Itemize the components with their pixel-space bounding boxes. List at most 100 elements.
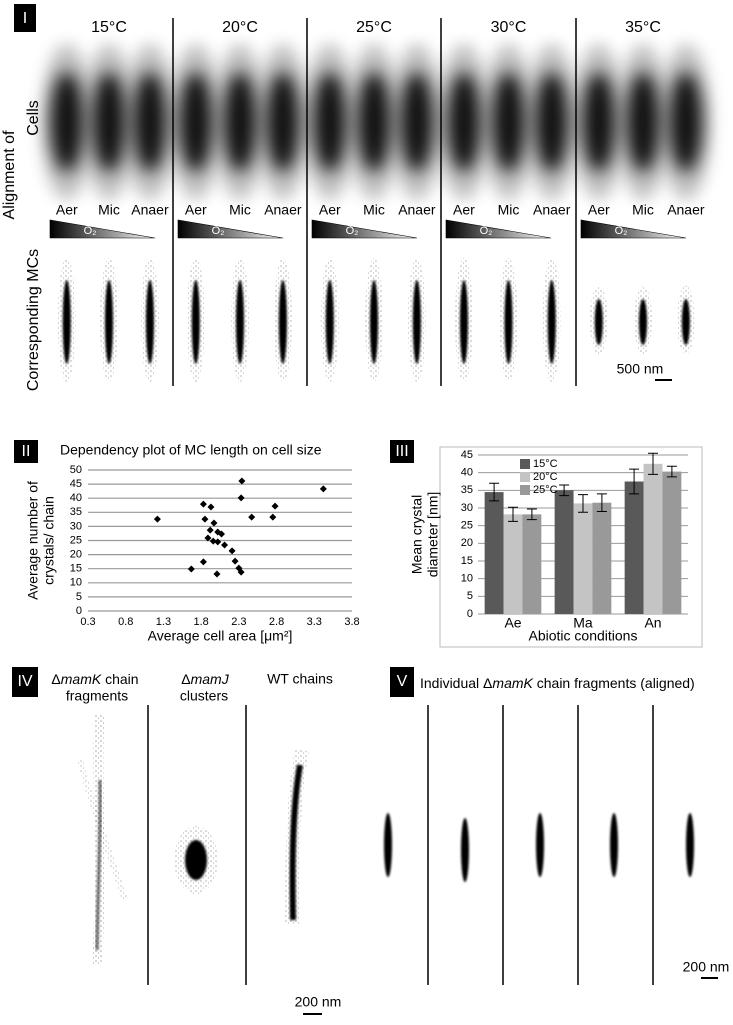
- data-point: [269, 513, 277, 521]
- panel-label: IV: [17, 673, 32, 690]
- x-tick-label: 3.3: [307, 616, 322, 628]
- panel-v-images: [384, 705, 694, 985]
- condition-label: Mic: [632, 202, 654, 218]
- error-bar: [559, 484, 570, 497]
- condition-label: Mic: [98, 202, 120, 218]
- bar: [554, 490, 574, 614]
- y-axis-label: Average number of: [25, 481, 41, 600]
- mc-image: [236, 280, 244, 364]
- oxygen-gradient: [311, 219, 418, 239]
- x-axis-label: Abiotic conditions: [529, 628, 638, 644]
- temperature-label: 15°C: [91, 19, 127, 36]
- cell-image: [133, 72, 166, 172]
- y-tick-label: 0: [76, 605, 82, 617]
- oxygen-gradient: [49, 219, 156, 239]
- legend-swatch: [520, 459, 530, 469]
- oxygen-gradient: [445, 219, 552, 239]
- scale-bar-label: 500 nm: [617, 361, 664, 377]
- scale-bar-label: 200 nm: [683, 959, 730, 975]
- data-point: [201, 515, 209, 523]
- y-tick-label: 35: [70, 506, 82, 518]
- data-point: [187, 565, 195, 573]
- mc-image: [62, 280, 71, 364]
- cell-image: [447, 72, 480, 172]
- data-point: [237, 494, 245, 502]
- y-tick-label: 20: [70, 549, 82, 561]
- y-tick-label: 20: [461, 537, 473, 549]
- cell-image: [669, 72, 702, 172]
- y-tick-label: 5: [467, 590, 473, 602]
- row-title: Alignment of: [1, 130, 18, 219]
- data-point: [271, 502, 279, 510]
- x-tick-label: 2.8: [269, 616, 284, 628]
- legend-swatch: [520, 472, 530, 482]
- temperature-label: 25°C: [356, 19, 392, 36]
- column-title: clusters: [180, 688, 228, 704]
- error-bar: [489, 482, 500, 502]
- x-tick-label: Ma: [573, 615, 593, 631]
- data-point: [221, 541, 229, 549]
- x-tick-label: An: [644, 615, 661, 631]
- x-tick-label: 0.3: [80, 616, 95, 628]
- mc-image: [278, 280, 287, 364]
- microscopy-image: [77, 714, 309, 966]
- condition-label: Aer: [453, 202, 475, 218]
- cell-image: [266, 72, 299, 172]
- error-bar: [508, 506, 518, 522]
- x-tick-label: 2.3: [231, 616, 246, 628]
- panel-label-box: [12, 667, 38, 697]
- mc-image: [547, 280, 556, 364]
- mc-image: [412, 280, 421, 364]
- column-title: WT chains: [267, 671, 333, 687]
- bar: [503, 514, 523, 614]
- data-point: [207, 503, 215, 511]
- condition-label: Aer: [588, 202, 610, 218]
- error-bar: [666, 465, 677, 478]
- condition-label: Anaer: [398, 202, 436, 218]
- panel-label: V: [397, 673, 408, 690]
- cell-image: [535, 72, 568, 172]
- data-point: [199, 500, 207, 508]
- y-tick-label: 15: [70, 563, 82, 575]
- data-point: [213, 570, 221, 578]
- y-tick-label: 25: [70, 534, 82, 546]
- y-axis-label: crystals/ chain: [41, 496, 57, 585]
- gradient-label: O₂: [480, 225, 493, 237]
- gradient-label: O₂: [84, 225, 97, 237]
- gradient-label: O₂: [615, 225, 628, 237]
- y-tick-label: 40: [70, 492, 82, 504]
- legend-label: 15°C: [533, 458, 558, 470]
- gradient-label: O₂: [346, 225, 359, 237]
- y-tick-label: 10: [70, 577, 82, 589]
- panel-label: I: [23, 10, 27, 27]
- condition-label: Aer: [319, 202, 341, 218]
- bar: [522, 514, 542, 614]
- cell-image: [582, 72, 615, 172]
- scale-bar-label: 200 nm: [295, 994, 342, 1010]
- cell-image: [93, 72, 125, 172]
- mc-image: [105, 280, 113, 364]
- x-tick-label: 1.3: [156, 616, 171, 628]
- condition-label: Anaer: [264, 202, 302, 218]
- data-point: [153, 515, 161, 523]
- x-tick-label: Ae: [504, 615, 521, 631]
- bar: [662, 471, 682, 614]
- chart-title: Dependency plot of MC length on cell siz…: [60, 442, 322, 458]
- mc-image: [370, 280, 378, 364]
- cell-image: [492, 72, 525, 172]
- y-tick-label: 30: [461, 502, 473, 514]
- cell-image: [400, 72, 433, 172]
- panel-title: Individual ΔmamK chain fragments (aligne…: [420, 675, 695, 691]
- data-point: [231, 557, 239, 565]
- y-tick-label: 40: [461, 467, 473, 479]
- data-point: [237, 568, 245, 576]
- condition-label: Aer: [56, 202, 78, 218]
- y-tick-label: 45: [70, 478, 82, 490]
- y-tick-label: 5: [76, 591, 82, 603]
- x-tick-label: 1.8: [193, 616, 208, 628]
- legend-swatch: [520, 485, 530, 495]
- cell-image: [224, 72, 256, 172]
- data-point: [248, 513, 256, 521]
- temperature-label: 30°C: [491, 19, 527, 36]
